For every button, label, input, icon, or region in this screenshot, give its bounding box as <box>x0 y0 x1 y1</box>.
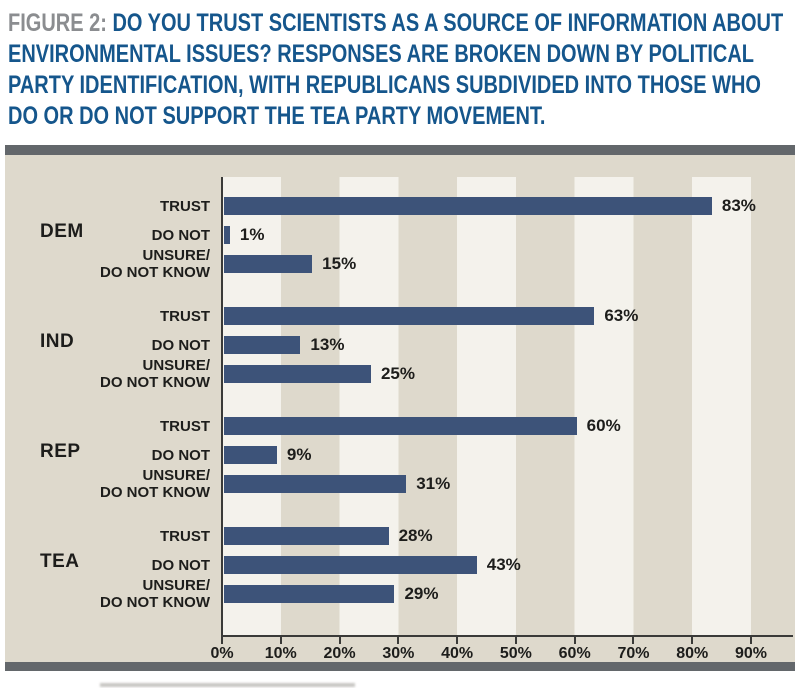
group-rows: TRUST 60% DO NOT 9% UNSURE/ DO NOT KNOW 31% <box>5 397 795 501</box>
bar-row: TRUST 63% <box>5 306 795 325</box>
party-group-ind: IND TRUST 63% DO NOT 13% UNSURE/ DO NOT KNOW 2… <box>5 287 795 397</box>
bar <box>224 527 389 545</box>
x-tick-label: 40% <box>441 645 474 662</box>
chart-body: 0% 10% 20% 30% 40% 50% 60% 70% 80% 90% DEM TRUST 83… <box>5 155 795 662</box>
x-tick-mark <box>514 637 517 644</box>
row-label: UNSURE/ DO NOT KNOW <box>100 467 210 501</box>
cropped-caption-remnant <box>100 683 355 687</box>
bar-row: UNSURE/ DO NOT KNOW 25% <box>5 357 795 391</box>
x-tick-mark <box>279 637 282 644</box>
bar <box>224 255 313 273</box>
row-label: DO NOT <box>151 556 210 574</box>
group-rows: TRUST 28% DO NOT 43% UNSURE/ DO NOT KNOW 29% <box>5 507 795 611</box>
bar-value-label: 60% <box>586 416 621 435</box>
x-tick-mark <box>750 637 753 644</box>
bar-row: DO NOT 13% <box>5 335 795 354</box>
x-tick-mark <box>221 637 223 644</box>
bar-value-label: 63% <box>604 306 639 325</box>
x-tick-label: 10% <box>264 645 297 662</box>
x-tick-mark <box>573 637 576 644</box>
row-label: TRUST <box>160 197 210 215</box>
row-label: UNSURE/ DO NOT KNOW <box>100 247 210 281</box>
bar <box>224 336 301 354</box>
bar-value-label: 29% <box>404 584 439 603</box>
chart-frame: 0% 10% 20% 30% 40% 50% 60% 70% 80% 90% DEM TRUST 83… <box>5 145 795 671</box>
bar-row: UNSURE/ DO NOT KNOW 29% <box>5 577 795 611</box>
group-label: REP <box>40 441 81 462</box>
party-group-dem: DEM TRUST 83% DO NOT 1% UNSURE/ DO NOT KNOW 15… <box>5 177 795 287</box>
row-label: UNSURE/ DO NOT KNOW <box>100 577 210 611</box>
x-tick-label: 0% <box>210 645 234 662</box>
x-tick-label: 80% <box>676 645 709 662</box>
figure-title-text: DO YOU TRUST SCIENTISTS AS A SOURCE OF I… <box>8 9 784 130</box>
bar-row: DO NOT 43% <box>5 555 795 574</box>
bar <box>224 417 577 435</box>
party-group-tea: TEA TRUST 28% DO NOT 43% UNSURE/ DO NOT KNOW 2… <box>5 507 795 617</box>
x-tick-label: 30% <box>382 645 415 662</box>
bar-value-label: 31% <box>416 474 451 493</box>
row-label: TRUST <box>160 307 210 325</box>
group-label: DEM <box>40 221 84 242</box>
row-label: TRUST <box>160 417 210 435</box>
row-label: UNSURE/ DO NOT KNOW <box>100 357 210 391</box>
party-group-rep: REP TRUST 60% DO NOT 9% UNSURE/ DO NOT KNOW 31… <box>5 397 795 507</box>
chart-groups: DEM TRUST 83% DO NOT 1% UNSURE/ DO NOT KNOW 15… <box>5 177 795 617</box>
row-label: DO NOT <box>151 226 210 244</box>
x-tick-mark <box>691 637 694 644</box>
x-tick-label: 60% <box>558 645 591 662</box>
bar-row: TRUST 60% <box>5 416 795 435</box>
x-tick-mark <box>456 637 459 644</box>
bar <box>224 446 277 464</box>
bar <box>224 475 407 493</box>
bar-value-label: 43% <box>486 555 521 574</box>
bar <box>224 197 712 215</box>
x-tick-mark <box>397 637 400 644</box>
group-rows: TRUST 83% DO NOT 1% UNSURE/ DO NOT KNOW 15% <box>5 177 795 281</box>
row-label: DO NOT <box>151 446 210 464</box>
bar-row: DO NOT 1% <box>5 225 795 244</box>
bar-value-label: 1% <box>239 225 265 244</box>
bar-row: UNSURE/ DO NOT KNOW 31% <box>5 467 795 501</box>
bar-value-label: 83% <box>721 196 756 215</box>
bar-value-label: 25% <box>380 364 415 383</box>
x-axis-line <box>221 635 793 637</box>
bar-value-label: 13% <box>310 335 345 354</box>
group-rows: TRUST 63% DO NOT 13% UNSURE/ DO NOT KNOW 25% <box>5 287 795 391</box>
bar <box>224 585 395 603</box>
bar <box>224 307 595 325</box>
bar-row: TRUST 28% <box>5 526 795 545</box>
bar-row: UNSURE/ DO NOT KNOW 15% <box>5 247 795 281</box>
x-tick-label: 70% <box>617 645 650 662</box>
figure-number-label: FIGURE 2: <box>8 9 107 37</box>
y-axis-line <box>221 177 223 637</box>
x-tick-mark <box>338 637 341 644</box>
bar-value-label: 15% <box>322 254 357 273</box>
row-label: TRUST <box>160 527 210 545</box>
bar-value-label: 28% <box>398 526 433 545</box>
group-label: TEA <box>40 551 80 572</box>
x-tick-label: 50% <box>499 645 532 662</box>
bar-row: DO NOT 9% <box>5 445 795 464</box>
x-tick-mark <box>632 637 635 644</box>
group-label: IND <box>40 331 75 352</box>
x-tick-label: 90% <box>735 645 768 662</box>
bar-value-label: 9% <box>286 445 312 464</box>
bar <box>224 556 477 574</box>
x-tick-label: 20% <box>323 645 356 662</box>
row-label: DO NOT <box>151 336 210 354</box>
bar <box>224 226 230 244</box>
bar <box>224 365 371 383</box>
bar-row: TRUST 83% <box>5 196 795 215</box>
figure-title: FIGURE 2: DO YOU TRUST SCIENTISTS AS A S… <box>8 0 800 130</box>
